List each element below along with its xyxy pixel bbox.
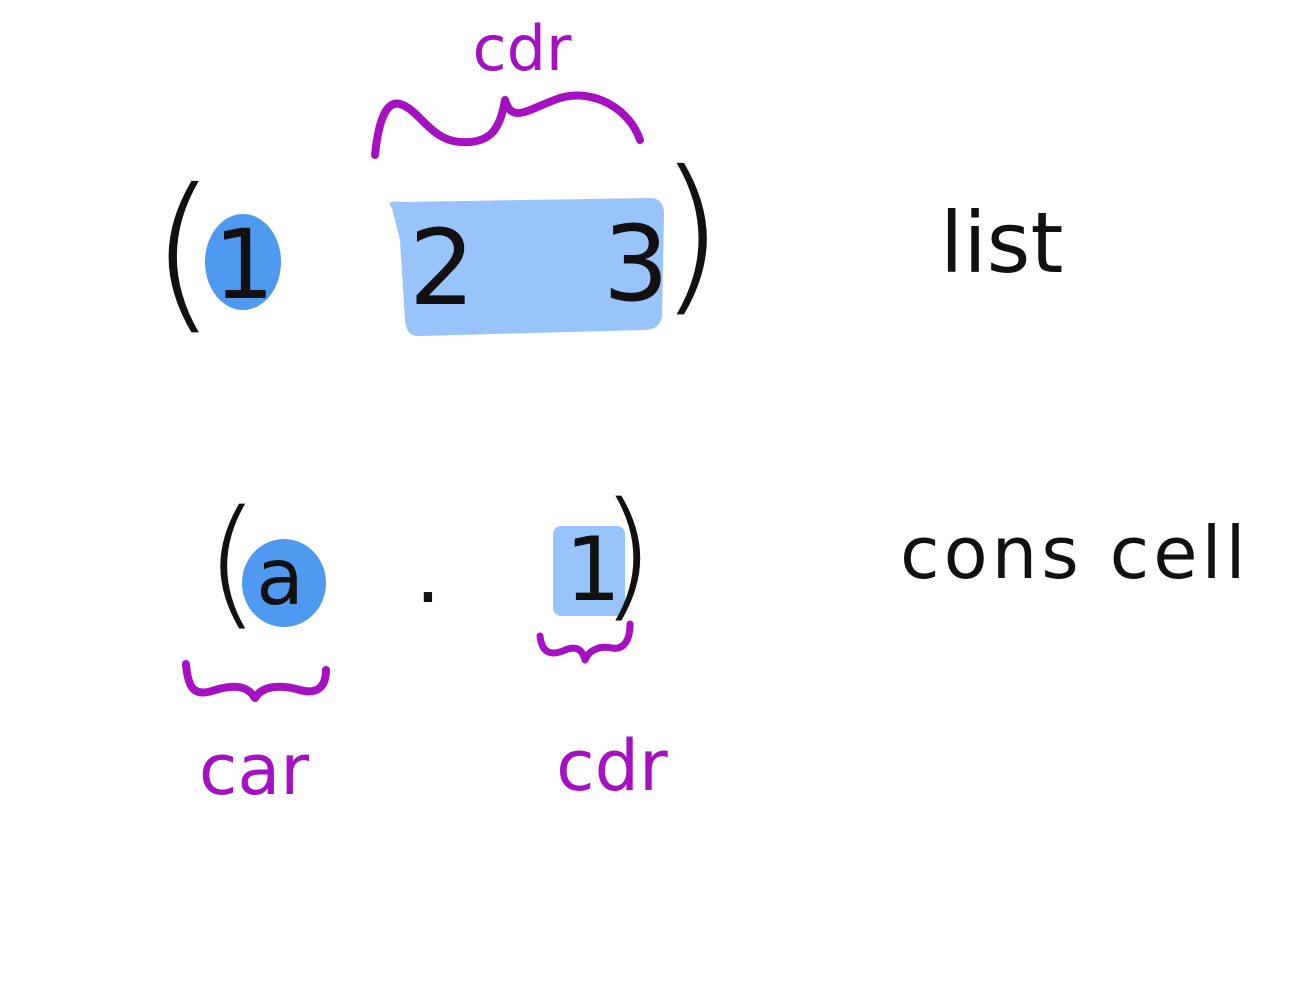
list-third-element: 3 [603, 203, 669, 325]
cons-cdr-brace [536, 620, 634, 664]
list-example: cdr ( 1 2 3 ) list [150, 12, 1063, 351]
cons-dot: . [415, 528, 440, 621]
cons-example: ( a . 1 ) car cdr cons cell [182, 473, 1250, 811]
list-car-highlight [205, 214, 281, 310]
cons-cdr-value: 1 [565, 518, 621, 621]
list-cdr-highlight [389, 198, 664, 337]
cons-label: cons cell [900, 511, 1250, 595]
cons-car-highlight [242, 539, 326, 627]
list-first-element: 1 [213, 209, 274, 321]
list-close-paren: ) [658, 135, 724, 333]
cons-cdr-annotation: cdr [556, 725, 668, 807]
list-open-paren: ( [150, 153, 216, 351]
cons-car-brace [182, 660, 330, 702]
cons-car-value: a [256, 533, 304, 623]
cons-cdr-highlight [553, 526, 625, 616]
list-label: list [940, 194, 1063, 292]
list-cdr-brace [371, 91, 644, 159]
list-second-element: 2 [409, 207, 475, 329]
list-cdr-annotation: cdr [473, 12, 572, 85]
cons-close-paren: ) [600, 473, 655, 636]
cons-car-annotation: car [199, 729, 309, 811]
